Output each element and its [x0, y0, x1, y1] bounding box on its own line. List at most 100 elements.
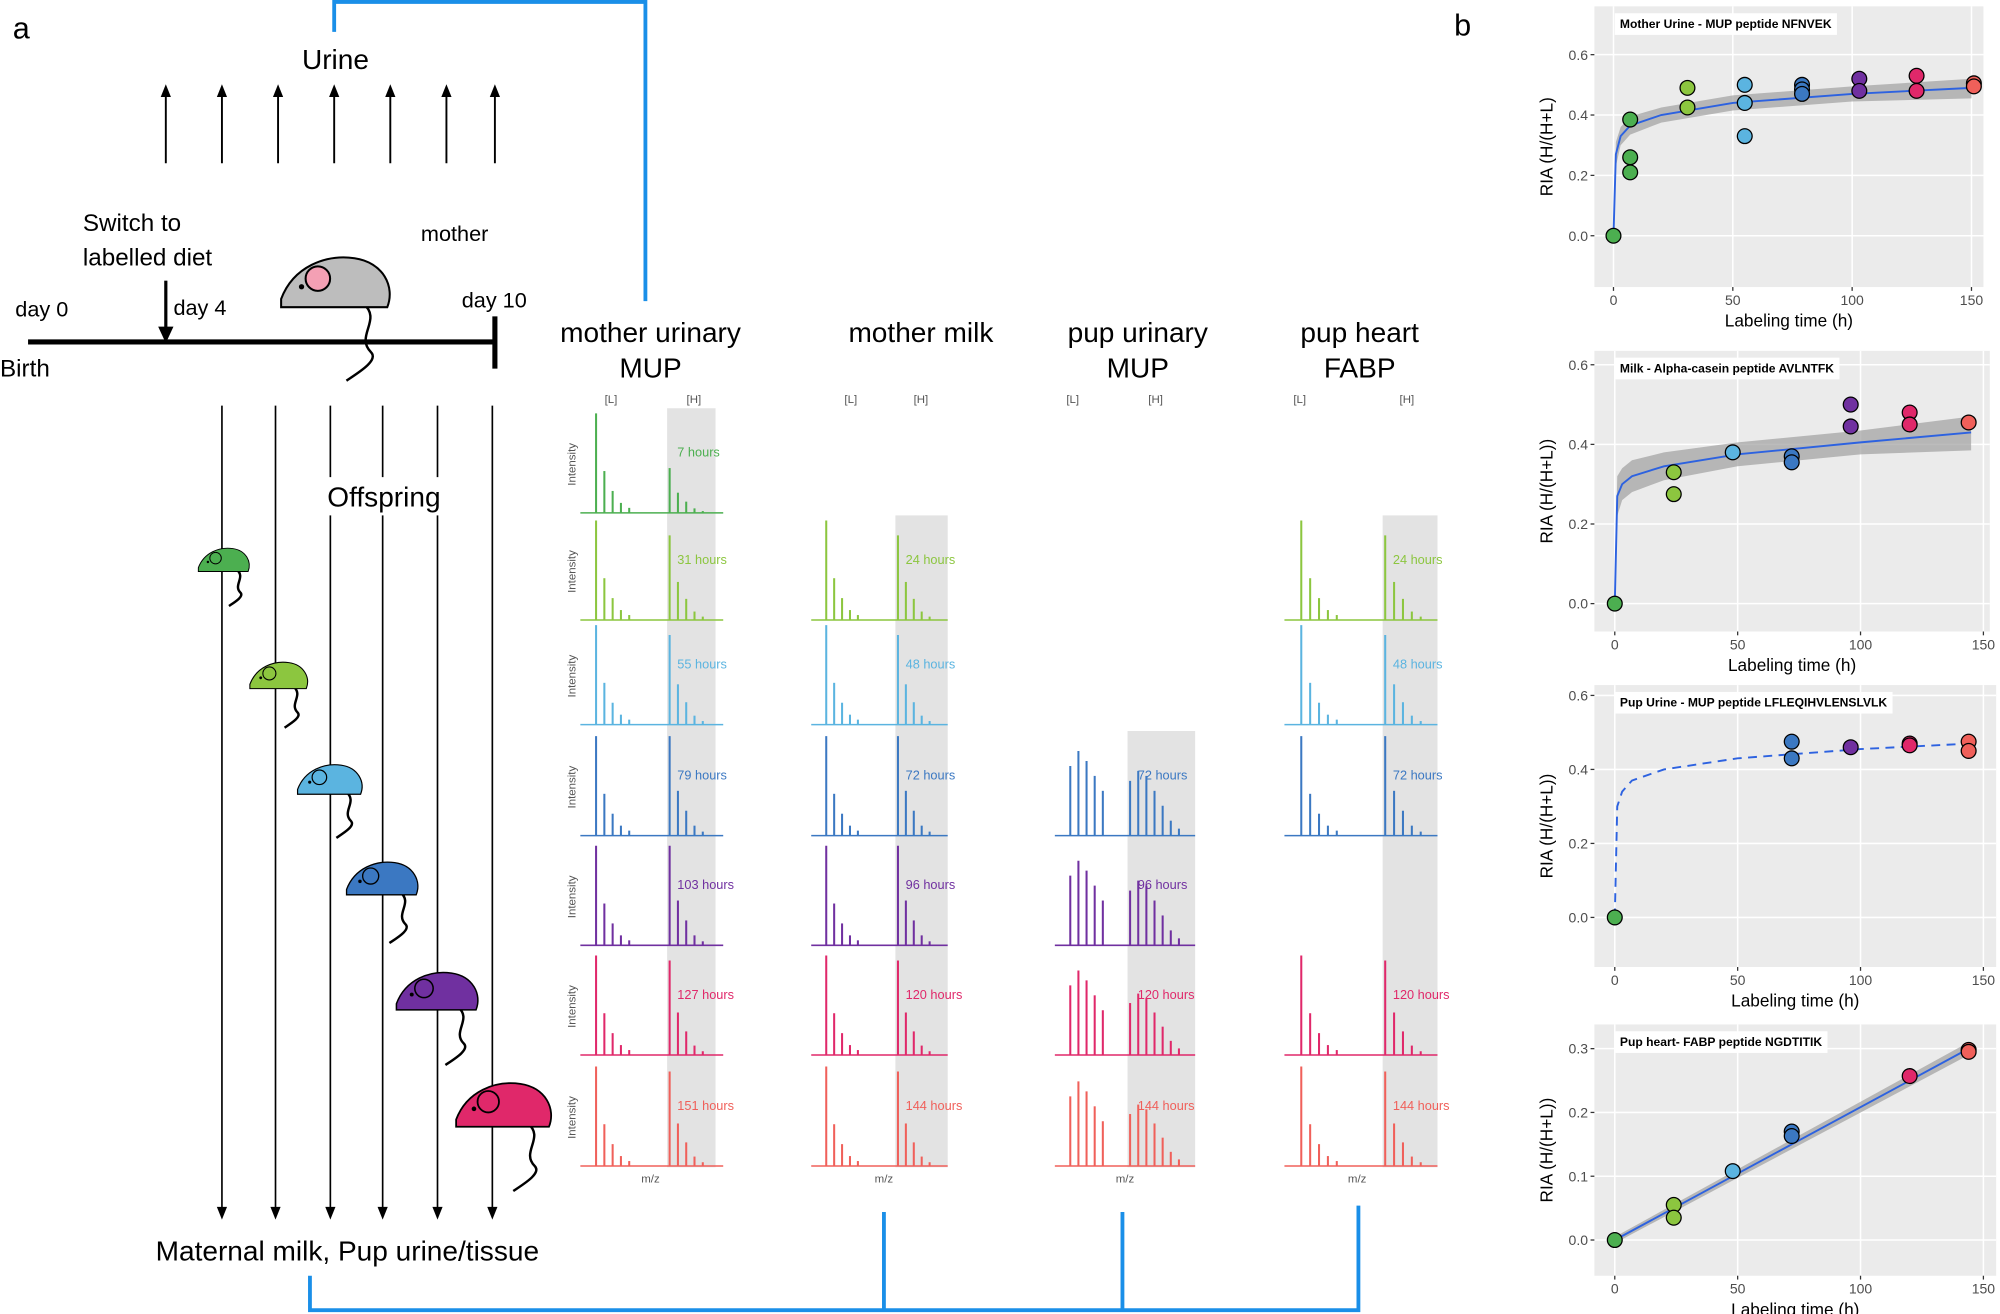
time-label: 144 hours — [1393, 1098, 1450, 1113]
y-tick-label: 0.0 — [1569, 596, 1589, 612]
y-tick-label: 0.3 — [1569, 1041, 1589, 1057]
mouse-eye — [358, 879, 362, 884]
time-label: 48 hours — [906, 656, 956, 671]
mouse-ear — [476, 1090, 500, 1114]
x-tick-label: 100 — [1849, 1281, 1873, 1297]
chart-title: Pup Urine - MUP peptide LFLEQIHVLENSLVLK — [1620, 696, 1888, 710]
x-label: m/z — [875, 1174, 894, 1186]
point — [1605, 227, 1622, 244]
x-tick-label: 150 — [1972, 1281, 1996, 1297]
arrow-head — [325, 1206, 336, 1220]
time-label: 151 hours — [677, 1098, 734, 1113]
x-axis-label: Labeling time (h) — [1728, 655, 1856, 675]
peak-label: [L] — [1066, 394, 1079, 406]
mouse — [395, 971, 479, 1066]
mouse-eye — [471, 1106, 477, 1112]
time-label: 24 hours — [1393, 552, 1443, 567]
heavy-band — [1382, 515, 1438, 1168]
mouse-tail — [388, 891, 408, 945]
mouse-tail — [335, 790, 354, 839]
point — [1901, 737, 1918, 754]
x-tick-label: 100 — [1840, 292, 1864, 308]
mouse-eye — [409, 992, 414, 997]
mouse-body — [395, 971, 479, 1011]
point — [1783, 733, 1800, 750]
arrow-head — [487, 1206, 498, 1220]
fit-line — [1612, 86, 1972, 236]
x-label: m/z — [1348, 1174, 1367, 1186]
mouse-tail — [512, 1122, 538, 1193]
y-tick-label: 0.0 — [1569, 1232, 1589, 1248]
arrow-head — [216, 84, 228, 97]
chart-title-bg — [1614, 1031, 1828, 1053]
point — [1908, 67, 1925, 84]
plot-background — [1594, 350, 1990, 632]
time-label: 144 hours — [1138, 1098, 1195, 1113]
plot-background — [1594, 685, 1997, 968]
mouse — [455, 1082, 553, 1193]
point — [1622, 149, 1639, 166]
y-axis-label: RIA (H/(H+L)) — [1536, 1098, 1556, 1203]
x-tick-label: 150 — [1972, 972, 1996, 988]
point — [1842, 396, 1859, 413]
time-label: 24 hours — [906, 552, 956, 567]
point — [1783, 750, 1800, 767]
mouse-body — [197, 547, 250, 573]
x-label: m/z — [1116, 1174, 1135, 1186]
point — [1622, 164, 1639, 181]
mouse — [249, 661, 309, 729]
time-label: 72 hours — [906, 767, 956, 782]
arrow-head — [377, 1206, 388, 1220]
column-title: mother urinary — [560, 317, 741, 348]
mouse — [296, 764, 363, 839]
y-label: Intensity — [566, 875, 578, 918]
y-tick-label: 0.6 — [1569, 357, 1589, 373]
offspring-label: Offspring — [327, 481, 440, 512]
confidence-band — [1614, 416, 1972, 604]
y-label: Intensity — [566, 655, 578, 698]
arrow-head — [489, 84, 500, 97]
time-label: 72 hours — [1138, 767, 1188, 782]
peak-label: [L] — [844, 394, 857, 406]
mice — [197, 256, 553, 1193]
mouse-ear — [209, 551, 222, 565]
time-label: 31 hours — [677, 552, 727, 567]
arrow-head — [329, 84, 340, 97]
mouse-body — [455, 1082, 553, 1128]
peak-label: [H] — [1400, 394, 1415, 406]
mother-label: mother — [421, 221, 488, 246]
bracket — [308, 0, 1361, 1313]
point — [1842, 739, 1859, 756]
time-label: 127 hours — [677, 987, 734, 1002]
mouse — [280, 256, 391, 382]
offspring-arrows — [216, 405, 498, 1220]
point — [1606, 1231, 1623, 1249]
peak-label: [H] — [914, 394, 929, 406]
time-label: 55 hours — [677, 656, 727, 671]
arrow-head — [270, 1206, 281, 1220]
x-label: m/z — [641, 1174, 660, 1186]
y-tick-label: 0.4 — [1569, 107, 1589, 123]
time-label: 48 hours — [1393, 656, 1443, 671]
x-tick-label: 50 — [1730, 636, 1746, 652]
chart-title: Pup heart- FABP peptide NGDTITIK — [1620, 1035, 1823, 1049]
switch-arrowhead — [158, 326, 174, 344]
x-tick-label: 50 — [1730, 1281, 1746, 1297]
x-tick-label: 150 — [1960, 292, 1984, 308]
x-tick-label: 100 — [1849, 972, 1873, 988]
time-label: 96 hours — [906, 877, 956, 892]
arrow-head — [160, 84, 171, 97]
mouse-ear — [262, 666, 277, 681]
arrow-head — [385, 84, 396, 97]
point — [1606, 595, 1623, 612]
bracket-top — [332, 0, 648, 302]
bracket-bottom — [308, 1205, 1361, 1313]
time-label: 144 hours — [906, 1098, 963, 1113]
column-title: MUP — [619, 353, 681, 384]
arrow-head — [432, 1206, 443, 1220]
time-label: 96 hours — [1138, 877, 1188, 892]
point — [1783, 454, 1800, 471]
point — [1679, 99, 1696, 116]
